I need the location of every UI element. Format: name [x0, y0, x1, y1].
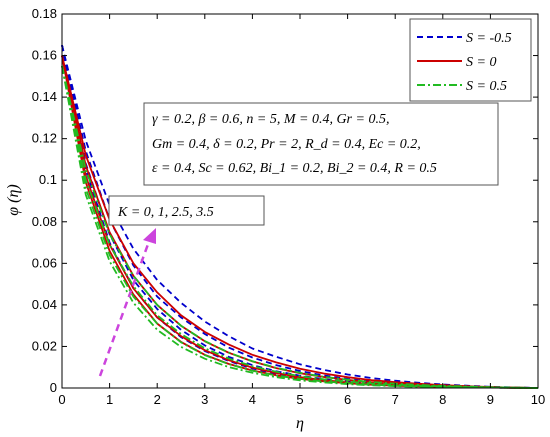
- y-tick-label: 0.06: [32, 255, 57, 270]
- parameters-line-2: Gm = 0.4, δ = 0.2, Pr = 2, R_d = 0.4, Ec…: [152, 137, 421, 152]
- series-group: [61, 44, 539, 389]
- x-tick-label: 8: [439, 392, 446, 407]
- x-tick-label: 1: [106, 392, 113, 407]
- ticks-group: 0 1 2 3 4 5 6 7 8 9 10 0 0.02 0.04 0.06 0.08 0.1 0.12 0.14…: [32, 6, 546, 407]
- y-tick-label: 0.16: [32, 48, 57, 63]
- x-tick-label: 4: [249, 392, 256, 407]
- x-tick-label: 9: [487, 392, 494, 407]
- x-tick-label: 7: [392, 392, 399, 407]
- y-tick-label: 0.18: [32, 6, 57, 21]
- x-tick-label: 5: [296, 392, 303, 407]
- y-tick-label: 0.14: [32, 89, 57, 104]
- y-axis-label: φ (η): [5, 184, 22, 215]
- x-axis-label: η: [296, 415, 304, 432]
- y-tick-label: 0.02: [32, 338, 57, 353]
- y-tick-label: 0.04: [32, 297, 57, 312]
- series-line-dashdot-k3_5: [61, 65, 539, 389]
- x-tick-label: 3: [201, 392, 208, 407]
- y-tick-label: 0.08: [32, 214, 57, 229]
- x-tick-label: 10: [531, 392, 545, 407]
- x-tick-label: 2: [154, 392, 161, 407]
- x-tick-label: 6: [344, 392, 351, 407]
- y-tick-label: 0.12: [32, 131, 57, 146]
- parameters-box: γ = 0.2, β = 0.6, n = 5, M = 0.4, Gr = 0…: [143, 102, 499, 186]
- x-tick-label: 0: [58, 392, 65, 407]
- y-tick-label: 0: [50, 380, 57, 395]
- legend-label-s-neg: S = -0.5: [466, 31, 512, 46]
- k-direction-arrow: [98, 228, 156, 377]
- parameters-line-1: γ = 0.2, β = 0.6, n = 5, M = 0.4, Gr = 0…: [152, 112, 389, 127]
- legend-label-s-pos: S = 0.5: [466, 79, 507, 94]
- k-label: K = 0, 1, 2.5, 3.5: [117, 205, 214, 220]
- parameters-line-3: ε = 0.4, Sc = 0.62, Bi_1 = 0.2, Bi_2 = 0…: [152, 161, 437, 176]
- k-label-box: K = 0, 1, 2.5, 3.5: [108, 195, 265, 226]
- legend: S = -0.5 S = 0 S = 0.5: [409, 18, 532, 102]
- legend-label-s-zero: S = 0: [466, 55, 496, 70]
- y-tick-label: 0.1: [39, 172, 57, 187]
